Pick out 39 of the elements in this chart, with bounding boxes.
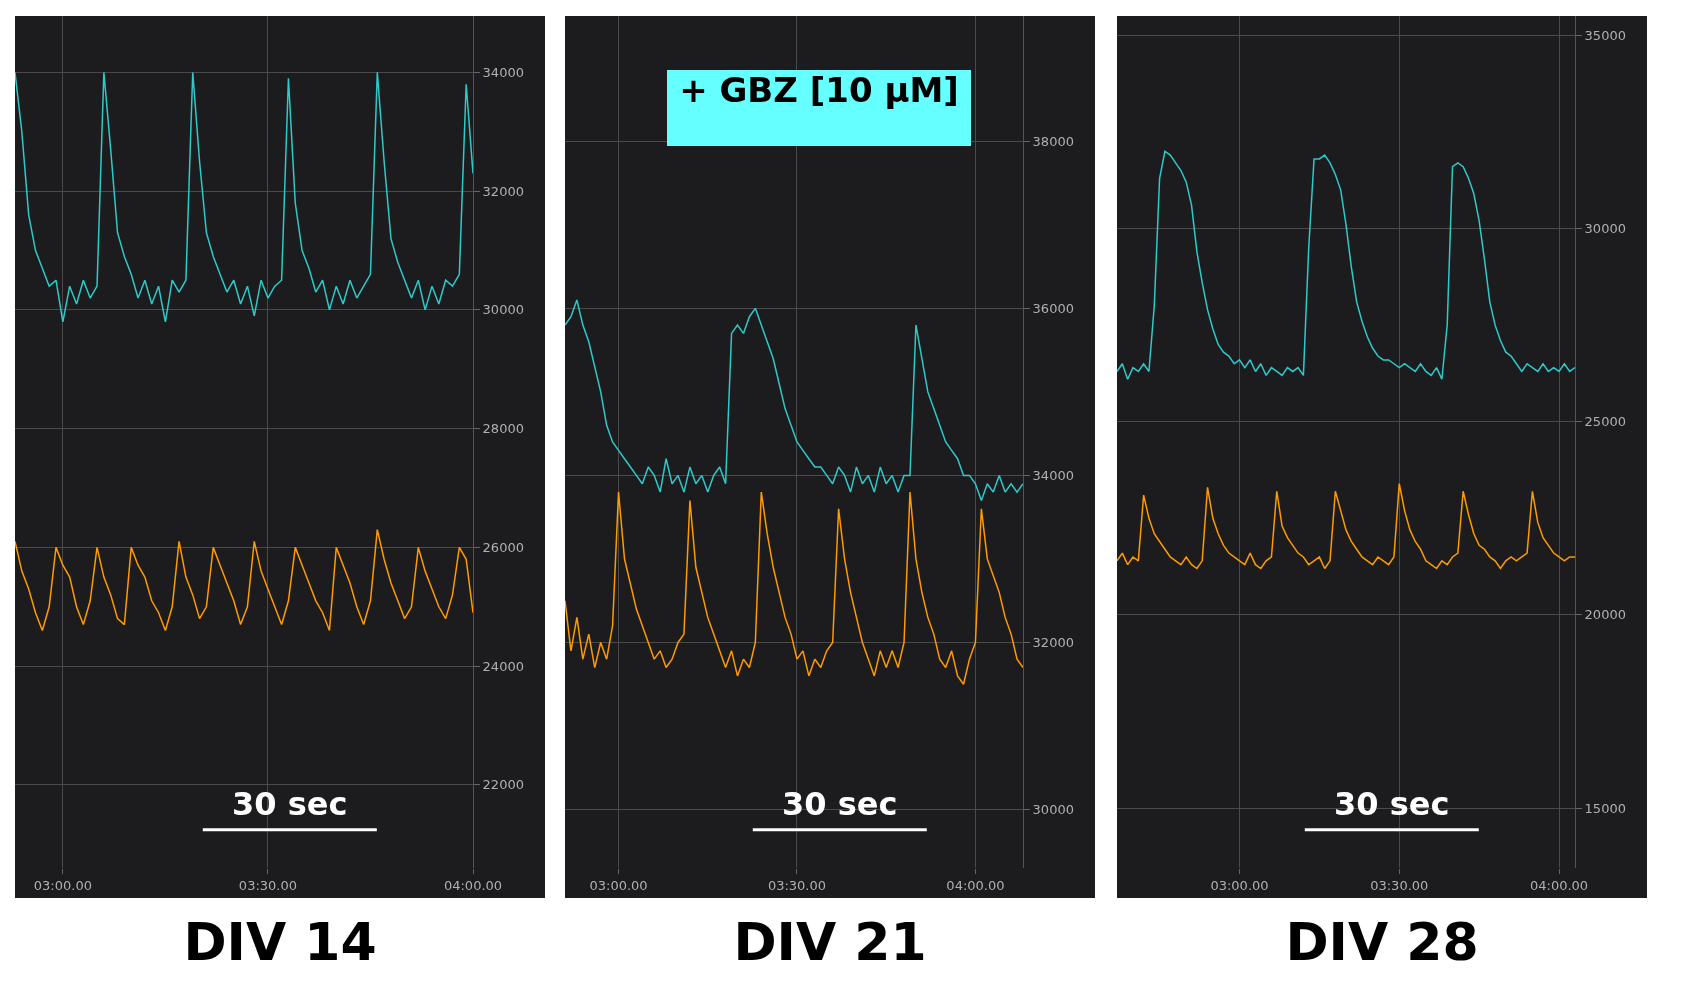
y-tick-label: 30000 (1032, 802, 1074, 818)
x-tick-label: 04:00.00 (1529, 877, 1589, 893)
y-tick-label: 35000 (1584, 27, 1626, 43)
y-tick-label: 28000 (482, 421, 524, 437)
y-tick-label: 15000 (1584, 800, 1626, 816)
x-tick-label: 03:30.00 (767, 877, 827, 893)
x-tick-label: 03:30.00 (238, 877, 297, 893)
y-tick-label: 32000 (1032, 635, 1074, 651)
annotation: 30 sec (1334, 785, 1450, 823)
y-tick-label: 25000 (1584, 414, 1626, 430)
x-tick-label: 03:00.00 (589, 877, 648, 893)
line-series (1117, 150, 1575, 380)
line-series (565, 491, 1023, 685)
y-tick-label: 20000 (1584, 607, 1626, 623)
y-tick-label: 38000 (1032, 133, 1074, 149)
y-tick-label: 32000 (482, 183, 524, 199)
line-series (15, 71, 473, 323)
x-tick-label: 03:00.00 (33, 877, 92, 893)
x-tick-label: 03:30.00 (1370, 877, 1429, 893)
annotation: + GBZ [10 µM] (667, 70, 971, 146)
text: DIV 28 (1285, 912, 1479, 973)
text: DIV 14 (183, 912, 377, 973)
annotation: 30 sec (782, 785, 898, 823)
y-tick-label: 34000 (482, 64, 524, 80)
y-tick-label: 24000 (482, 658, 524, 674)
x-tick-label: 03:00.00 (1210, 877, 1269, 893)
x-tick-label: 04:00.00 (443, 877, 503, 893)
y-tick-label: 30000 (1584, 221, 1626, 237)
text: DIV 21 (733, 912, 927, 973)
y-tick-label: 36000 (1032, 300, 1074, 316)
y-tick-label: 26000 (482, 539, 524, 555)
y-tick-label: 22000 (482, 777, 524, 793)
line-series (15, 528, 473, 632)
line-series (1117, 482, 1575, 570)
line-series (565, 299, 1023, 502)
y-tick-label: 30000 (482, 302, 524, 318)
y-tick-label: 34000 (1032, 467, 1074, 483)
x-tick-label: 04:00.00 (946, 877, 1005, 893)
annotation: 30 sec (232, 785, 348, 823)
